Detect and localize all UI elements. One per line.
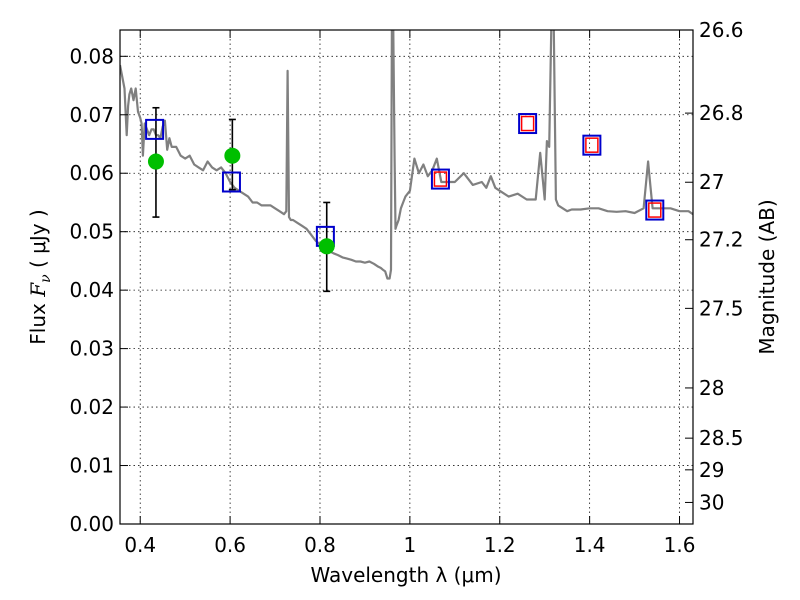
model-point-outer	[430, 168, 450, 190]
y2-tick-label: 26.8	[699, 101, 744, 125]
observed-point	[224, 147, 241, 164]
y-tick-label: 0.01	[69, 454, 114, 478]
model-point-blue	[145, 118, 165, 140]
y-tick-label: 0.03	[69, 337, 114, 361]
model-point-inner	[585, 137, 599, 153]
x-tick-label: 1.6	[664, 533, 696, 557]
model-point-outer	[518, 113, 538, 135]
x-tick-label: 0.8	[304, 533, 336, 557]
y2-tick-label: 26.6	[699, 18, 744, 42]
x-tick-label: 1	[404, 533, 417, 557]
observed-point	[318, 238, 335, 255]
grid	[120, 30, 693, 524]
model-point-inner	[433, 171, 448, 187]
y-tick-label: 0.04	[69, 278, 114, 302]
model-point-blue	[221, 171, 241, 193]
y2-tick-label: 28	[699, 376, 724, 400]
model-point-inner	[648, 202, 662, 218]
observed-point	[147, 153, 164, 170]
model-point-outer	[645, 199, 665, 221]
y2-tick-label: 27	[699, 170, 724, 194]
sed-line	[120, 30, 693, 280]
x-tick-label: 0.6	[214, 533, 246, 557]
y2-tick-label: 30	[699, 490, 724, 514]
x-axis-label: Wavelength λ (μm)	[310, 563, 501, 587]
x-tick-label: 1.4	[574, 533, 606, 557]
y-tick-label: 0.06	[69, 161, 114, 185]
y-tick-label: 0.08	[69, 44, 114, 68]
y-tick-label: 0.00	[69, 512, 114, 536]
model-point-inner	[520, 115, 535, 132]
x-tick-label: 0.4	[124, 533, 156, 557]
y2-axis-label: Magnitude (AB)	[755, 199, 779, 354]
markers	[145, 106, 665, 293]
y2-tick-label: 27.5	[699, 296, 744, 320]
model-point-outer	[582, 134, 602, 156]
plot-area	[120, 30, 693, 280]
y2-tick-label: 27.2	[699, 228, 744, 252]
y-axis-label: Flux Fν ( μJy )	[26, 209, 54, 344]
y2-tick-label: 29	[699, 458, 724, 482]
plot-frame	[119, 29, 694, 525]
y2-tick-label: 28.5	[699, 426, 744, 450]
y-tick-label: 0.02	[69, 395, 114, 419]
y-tick-label: 0.07	[69, 103, 114, 127]
y-tick-label: 0.05	[69, 220, 114, 244]
x-tick-label: 1.2	[484, 533, 516, 557]
ticks: 0.4 0.6 0.8 1 1.2 1.4 1.6 0.00 0.01 0.02 0.03 0.04 0…	[69, 18, 743, 557]
